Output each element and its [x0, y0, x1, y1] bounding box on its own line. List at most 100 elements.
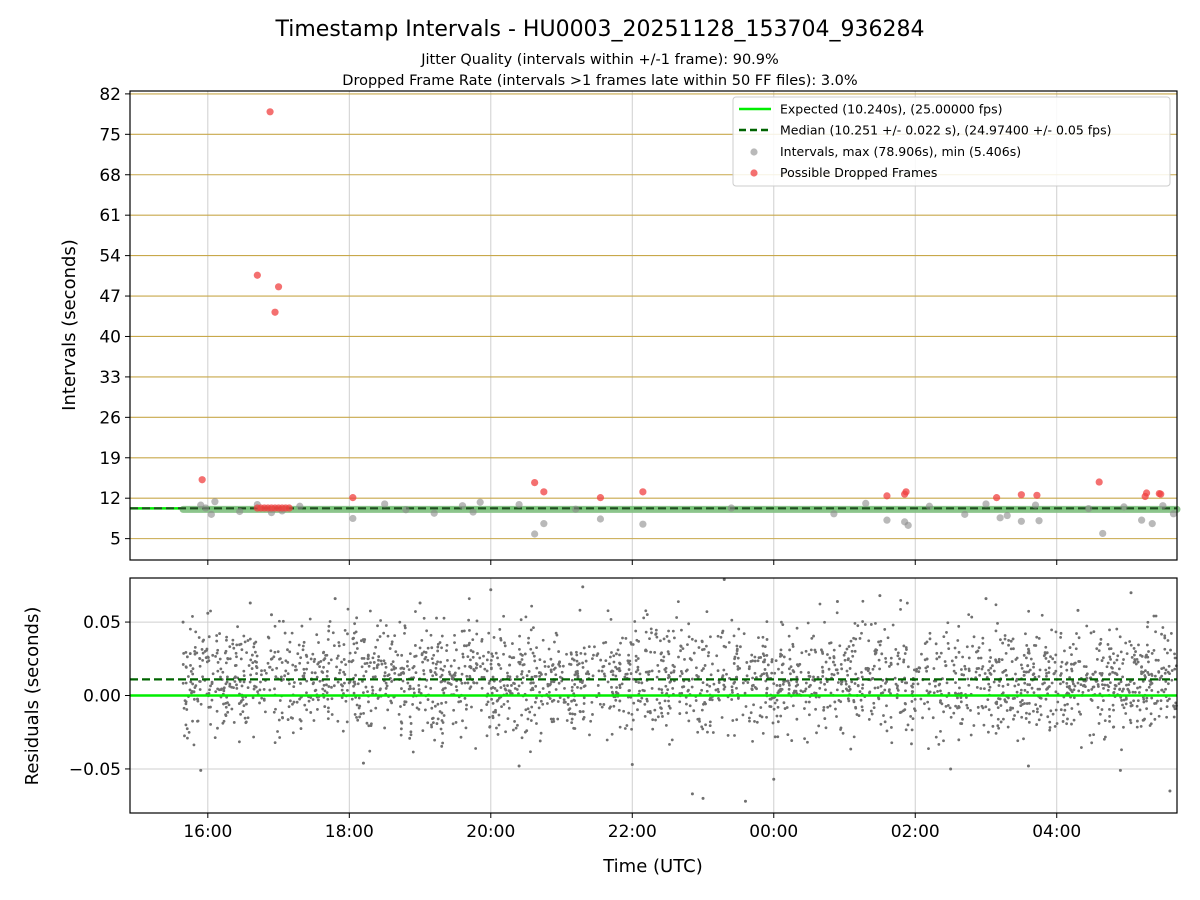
residual-point	[476, 652, 479, 655]
residual-point	[429, 633, 433, 637]
residual-point	[569, 652, 573, 656]
residual-point	[521, 676, 525, 680]
residual-point	[981, 641, 985, 645]
residual-point	[947, 647, 951, 651]
residual-point	[1085, 673, 1088, 677]
residual-point	[576, 675, 580, 679]
residual-point	[1106, 683, 1109, 687]
residual-point	[498, 679, 502, 683]
residual-point	[376, 624, 379, 628]
residual-point	[764, 701, 768, 704]
residual-point	[241, 710, 245, 714]
residual-point	[497, 713, 501, 717]
intervals-points	[197, 498, 1178, 538]
residual-point	[292, 685, 296, 689]
residual-point	[946, 641, 950, 645]
residual-point	[322, 665, 325, 669]
residual-point	[608, 655, 612, 659]
residual-point	[666, 711, 670, 715]
residual-point	[698, 719, 701, 723]
residual-point	[591, 713, 594, 716]
residual-point	[1121, 703, 1124, 707]
residual-point	[724, 645, 728, 649]
residual-point	[1043, 651, 1047, 655]
residual-point	[411, 703, 415, 706]
residual-point	[1108, 714, 1111, 718]
residual-point	[396, 653, 400, 657]
residual-point	[883, 688, 887, 692]
residual-point	[491, 714, 495, 718]
residual-point	[228, 682, 232, 686]
residual-point	[414, 610, 417, 613]
residual-point	[312, 681, 315, 685]
residual-outlier-point	[835, 600, 839, 603]
residual-point	[762, 660, 766, 664]
residual-point	[1037, 718, 1041, 722]
residual-point	[1012, 647, 1015, 651]
residual-point	[885, 704, 888, 708]
residual-point	[1032, 691, 1036, 695]
residual-point	[399, 727, 403, 731]
residual-point	[1066, 702, 1069, 706]
intervals-ytick-label: 5	[110, 530, 121, 550]
residual-point	[1118, 635, 1122, 639]
residual-point	[331, 631, 335, 635]
residual-point	[655, 635, 659, 639]
residual-point	[915, 669, 918, 673]
residual-point	[632, 701, 636, 705]
residual-point	[680, 672, 684, 675]
residual-point	[321, 651, 325, 655]
residual-point	[706, 730, 709, 734]
residual-point	[529, 681, 533, 685]
residual-point	[573, 683, 577, 686]
residual-point	[187, 730, 191, 734]
residual-point	[520, 713, 524, 717]
residual-point	[470, 705, 473, 709]
intervals-ytick-label: 75	[99, 125, 121, 145]
residual-point	[465, 674, 469, 678]
residual-point	[355, 616, 359, 620]
residual-point	[315, 675, 319, 679]
residual-point	[435, 722, 439, 725]
residual-point	[330, 697, 334, 701]
residual-point	[716, 634, 720, 638]
residual-point	[677, 655, 680, 659]
residual-point	[1065, 685, 1069, 689]
residual-point	[923, 702, 926, 706]
residual-point	[327, 685, 331, 688]
residual-point	[746, 681, 750, 684]
residual-point	[1016, 710, 1020, 714]
residual-point	[446, 681, 450, 685]
residual-point	[1059, 682, 1062, 686]
residual-point	[896, 651, 900, 655]
residual-point	[911, 690, 915, 694]
residual-point	[486, 700, 490, 704]
residual-point	[608, 662, 611, 666]
residual-point	[535, 722, 538, 725]
residual-point	[1127, 683, 1131, 687]
intervals-axes-frame	[129, 90, 1178, 561]
residual-point	[1001, 670, 1005, 674]
residual-point	[191, 682, 195, 686]
residual-point	[725, 672, 728, 676]
residual-point	[1092, 733, 1096, 737]
residual-point	[884, 657, 887, 660]
residual-point	[430, 657, 434, 661]
residual-point	[1054, 630, 1058, 634]
residual-point	[634, 680, 638, 684]
residual-point	[680, 691, 684, 695]
residual-point	[253, 660, 257, 663]
residual-point	[426, 721, 430, 725]
residual-point	[185, 708, 189, 711]
residual-point	[1024, 670, 1028, 674]
residual-point	[928, 631, 932, 635]
interval-point	[236, 507, 244, 516]
residual-point	[803, 737, 806, 741]
residual-point	[753, 671, 757, 675]
residual-point	[506, 674, 510, 678]
residual-point	[770, 671, 774, 675]
residual-point	[318, 679, 322, 683]
residual-point	[492, 710, 496, 714]
residual-point	[701, 648, 704, 652]
residual-point	[1119, 680, 1123, 684]
